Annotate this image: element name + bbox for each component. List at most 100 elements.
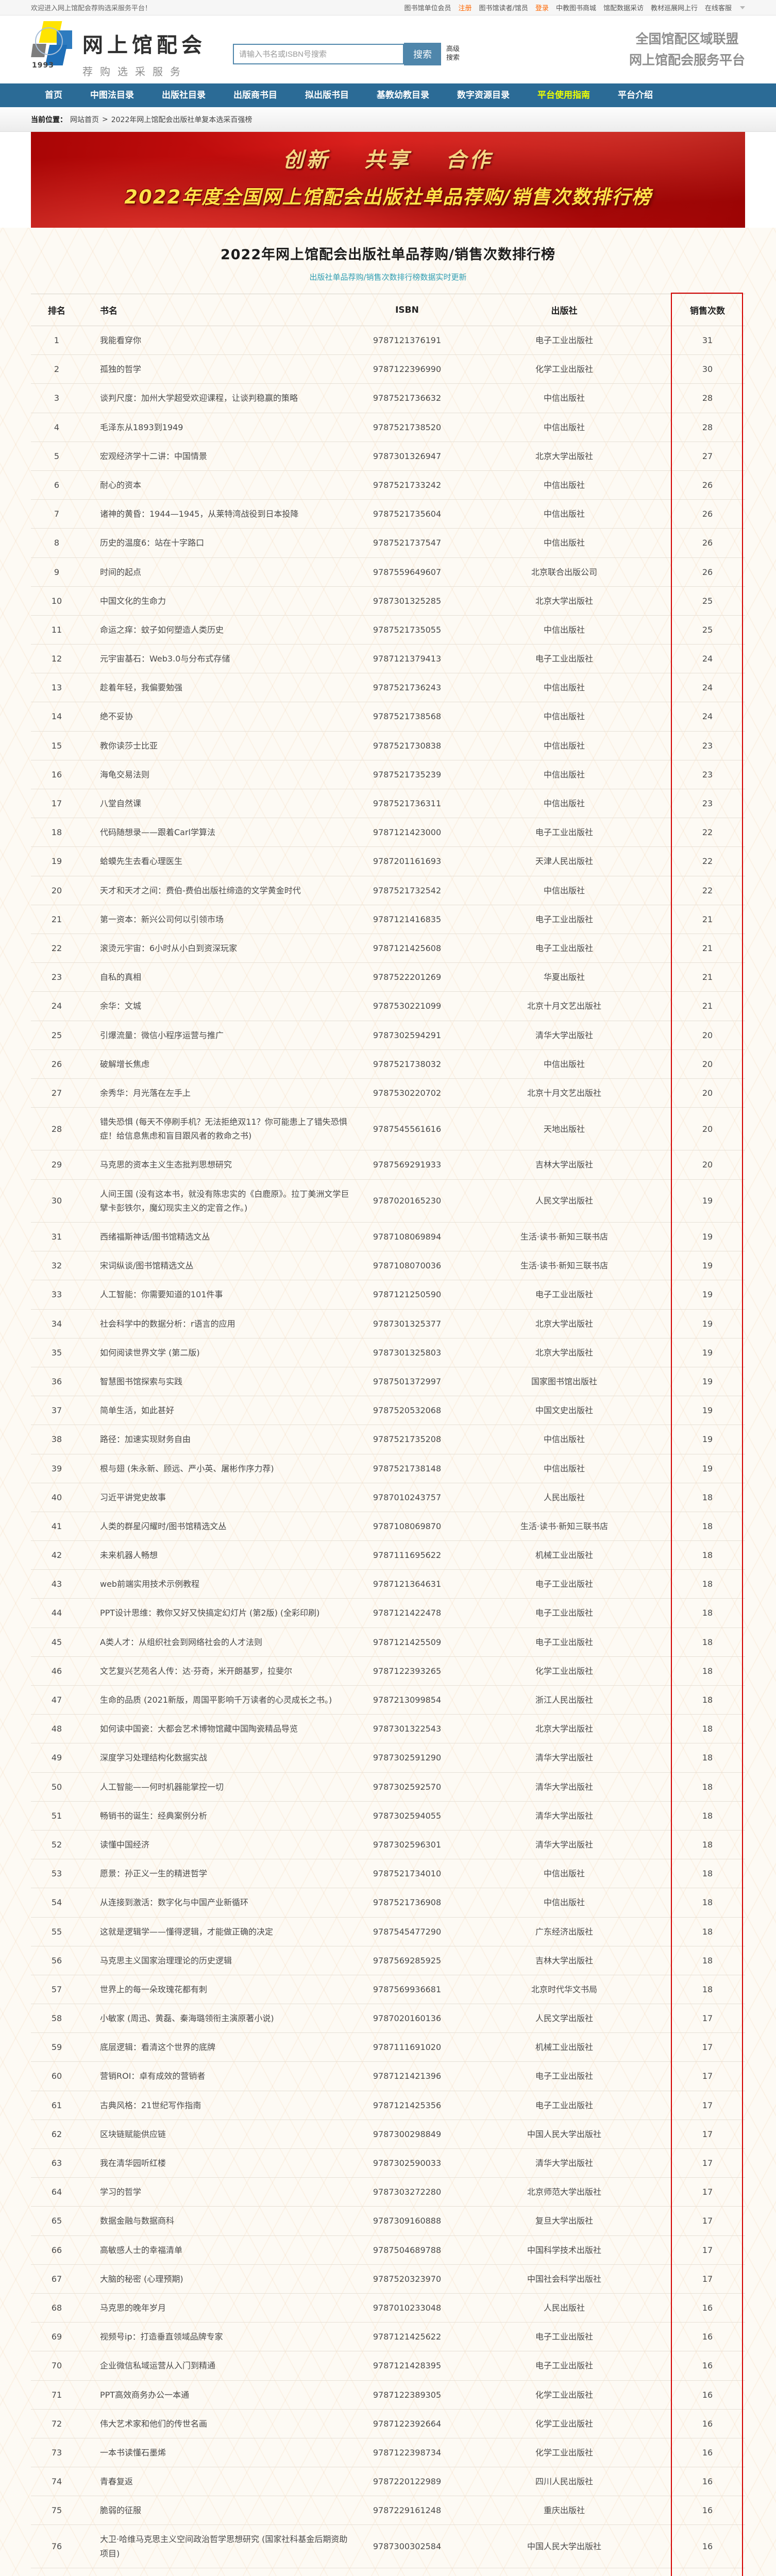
cell-title[interactable]: 大脑的秘密 (心理预期) <box>82 2264 356 2294</box>
cell-title[interactable]: python数据分析与量化投资 <box>82 2568 356 2576</box>
cell-title[interactable]: 人工智能：你需要知道的101件事 <box>82 1280 356 1310</box>
cell-title[interactable]: 代码随想录——跟着Carl学算法 <box>82 818 356 848</box>
cell-title[interactable]: 历史的温度6：站在十字路口 <box>82 528 356 558</box>
nav-item-about[interactable]: 平台介绍 <box>618 90 653 100</box>
cell-title[interactable]: 未来机器人畅想 <box>82 1540 356 1570</box>
cell-title[interactable]: 简单生活，如此甚好 <box>82 1396 356 1426</box>
cell-title[interactable]: 底层逻辑：看清这个世界的底牌 <box>82 2032 356 2062</box>
cell-title[interactable]: 企业微信私域运营从入门到精通 <box>82 2351 356 2381</box>
cell-title[interactable]: 八堂自然课 <box>82 789 356 819</box>
search-input[interactable] <box>233 44 404 64</box>
cell-title[interactable]: 余华：文城 <box>82 991 356 1021</box>
cell-title[interactable]: 青春复返 <box>82 2467 356 2497</box>
cell-title[interactable]: 人类的群星闪耀时/图书馆精选文丛 <box>82 1512 356 1541</box>
cell-title[interactable]: 人工智能——何时机器能掌控一切 <box>82 1772 356 1802</box>
nav-item-publisher-catalog[interactable]: 出版社目录 <box>162 90 206 100</box>
cell-title[interactable]: 区块链赋能供应链 <box>82 2120 356 2149</box>
breadcrumb-home-link[interactable]: 网站首页 <box>70 115 99 124</box>
cell-title[interactable]: 滚烫元宇宙：6小时从小白到资深玩家 <box>82 934 356 963</box>
cell-title[interactable]: 我在清华园听红楼 <box>82 2148 356 2178</box>
cell-title[interactable]: 第一资本：新兴公司何以引领市场 <box>82 905 356 934</box>
nav-item-vendor-books[interactable]: 出版商书目 <box>233 90 277 100</box>
cell-title[interactable]: 趁着年轻，我偏要勉强 <box>82 673 356 703</box>
cell-title[interactable]: 小敏家 (周迅、黄磊、秦海璐领衔主演原著小说) <box>82 2004 356 2033</box>
cell-title[interactable]: 天才和天才之间：费伯-费伯出版社缔造的文学黄金时代 <box>82 876 356 905</box>
cell-title[interactable]: 社会科学中的数据分析：r语言的应用 <box>82 1309 356 1338</box>
cell-title[interactable]: 教你读莎士比亚 <box>82 731 356 760</box>
cell-title[interactable]: PPT设计思维：教你又好又快搞定幻灯片 (第2版) (全彩印刷) <box>82 1598 356 1628</box>
cell-title[interactable]: 学习的哲学 <box>82 2177 356 2207</box>
search-button[interactable]: 搜索 <box>404 43 441 65</box>
cell-title[interactable]: 绝不妥协 <box>82 702 356 732</box>
cell-title[interactable]: 蛤蟆先生去看心理医生 <box>82 846 356 876</box>
cell-title[interactable]: 营销ROI：卓有成效的营销者 <box>82 2061 356 2091</box>
cell-title[interactable]: 脆弱的征服 <box>82 2496 356 2526</box>
cell-rank: 52 <box>31 1830 82 1860</box>
cell-title[interactable]: 命运之痒：蚊子如何塑造人类历史 <box>82 615 356 645</box>
cell-title[interactable]: 中国文化的生命力 <box>82 586 356 616</box>
cell-title[interactable]: 伟大艺术家和他们的传世名画 <box>82 2409 356 2438</box>
cell-title[interactable]: 人间王国 (没有这本书，就没有陈忠实的《白鹿原》。拉丁美洲文学巨擘卡彭铁尔，魔幻… <box>82 1179 356 1223</box>
cell-title[interactable]: 愿景：孙正义一生的精进哲学 <box>82 1859 356 1889</box>
cell-title[interactable]: 高敏感人士的幸福清单 <box>82 2235 356 2265</box>
topbar-link-exhibition[interactable]: 教材巡展网上行 <box>650 5 698 12</box>
cell-title[interactable]: 文艺复兴艺苑名人传：达·芬奇，米开朗基罗，拉斐尔 <box>82 1656 356 1686</box>
cell-title[interactable]: 西绪福斯神话/图书馆精选文丛 <box>82 1222 356 1252</box>
nav-item-education-catalog[interactable]: 基教幼教目录 <box>377 90 429 100</box>
cell-title[interactable]: 生命的品质 (2021新版，周国平影响千万读者的心灵成长之书。) <box>82 1685 356 1715</box>
cell-title[interactable]: 自私的真相 <box>82 962 356 992</box>
cell-title[interactable]: A类人才：从组织社会到网络社会的人才法则 <box>82 1628 356 1657</box>
cell-title[interactable]: 根与翅 (朱永新、顾远、严小英、屠彬作序力荐) <box>82 1454 356 1483</box>
chevron-down-icon[interactable] <box>740 6 745 9</box>
cell-title[interactable]: 马克思主义国家治理理论的历史逻辑 <box>82 1946 356 1975</box>
cell-title[interactable]: web前端实用技术示例教程 <box>82 1569 356 1599</box>
cell-title[interactable]: 智慧图书馆探索与实践 <box>82 1367 356 1397</box>
cell-title[interactable]: 引爆流量：微信小程序运营与推广 <box>82 1021 356 1050</box>
cell-title[interactable]: 古典风格：21世纪写作指南 <box>82 2091 356 2120</box>
cell-title[interactable]: 从连接到激活：数字化与中国产业新循环 <box>82 1888 356 1918</box>
cell-title[interactable]: 一本书读懂石墨烯 <box>82 2438 356 2468</box>
cell-title[interactable]: 毛泽东从1893到1949 <box>82 413 356 442</box>
cell-title[interactable]: 读懂中国经济 <box>82 1830 356 1860</box>
cell-title[interactable]: 大卫·哈维马克思主义空间政治哲学思想研究 (国家社科基金后期资助项目) <box>82 2524 356 2568</box>
cell-title[interactable]: 习近平讲党史故事 <box>82 1483 356 1512</box>
cell-title[interactable]: 马克思的资本主义生态批判思想研究 <box>82 1150 356 1180</box>
cell-title[interactable]: 视频号ip：打造垂直领域品牌专家 <box>82 2322 356 2352</box>
cell-title[interactable]: 错失恐惧 (每天不停刷手机？无法拒绝双11？你可能患上了错失恐惧症！给信息焦虑和… <box>82 1107 356 1151</box>
cell-title[interactable]: 余秀华：月光落在左手上 <box>82 1078 356 1108</box>
cell-title[interactable]: PPT高效商务办公一本通 <box>82 2380 356 2410</box>
cell-publisher: 电子工业出版社 <box>459 644 670 674</box>
cell-title[interactable]: 宋词纵谈/图书馆精选文丛 <box>82 1251 356 1281</box>
cell-title[interactable]: 孤独的哲学 <box>82 354 356 384</box>
register-link[interactable]: 注册 <box>458 5 472 12</box>
advanced-search-link[interactable]: 高级 搜索 <box>446 45 460 62</box>
cell-title[interactable]: 诸神的黄昏：1944—1945，从莱特湾战役到日本投降 <box>82 499 356 529</box>
nav-item-upcoming-books[interactable]: 拟出版书目 <box>305 90 349 100</box>
cell-title[interactable]: 耐心的资本 <box>82 470 356 500</box>
cell-title[interactable]: 路径：加速实现财务自由 <box>82 1425 356 1454</box>
nav-item-digital-catalog[interactable]: 数字资源目录 <box>457 90 510 100</box>
topbar-link-data[interactable]: 馆配数据采访 <box>603 5 644 12</box>
cell-title[interactable]: 我能看穿你 <box>82 326 356 355</box>
cell-title[interactable]: 如何阅读世界文学 (第二版) <box>82 1338 356 1367</box>
cell-title[interactable]: 海龟交易法则 <box>82 760 356 790</box>
site-logo[interactable]: 1993 网上馆配会 荐购选采服务 <box>31 21 206 78</box>
topbar-link-service[interactable]: 在线客服 <box>704 5 732 12</box>
cell-title[interactable]: 这就是逻辑学——懂得逻辑，才能做正确的决定 <box>82 1917 356 1946</box>
topbar-link-bookstore[interactable]: 中教图书商城 <box>555 5 596 12</box>
nav-item-clc-catalog[interactable]: 中图法目录 <box>90 90 134 100</box>
cell-title[interactable]: 时间的起点 <box>82 557 356 587</box>
cell-title[interactable]: 宏观经济学十二讲：中国情景 <box>82 442 356 471</box>
cell-title[interactable]: 畅销书的诞生：经典案例分析 <box>82 1801 356 1831</box>
cell-title[interactable]: 破解增长焦虑 <box>82 1049 356 1079</box>
login-link[interactable]: 登录 <box>535 5 549 12</box>
cell-title[interactable]: 世界上的每一朵玫瑰花都有刺 <box>82 1975 356 2005</box>
nav-item-guide[interactable]: 平台使用指南 <box>537 90 590 100</box>
cell-title[interactable]: 数据金融与数据商科 <box>82 2206 356 2236</box>
nav-item-home[interactable]: 首页 <box>45 90 62 100</box>
cell-title[interactable]: 马克思的晚年岁月 <box>82 2293 356 2323</box>
cell-title[interactable]: 深度学习处理结构化数据实战 <box>82 1743 356 1773</box>
cell-title[interactable]: 谈判尺度：加州大学超受欢迎课程，让谈判稳赢的策略 <box>82 383 356 413</box>
cell-title[interactable]: 元宇宙基石：Web3.0与分布式存储 <box>82 644 356 674</box>
cell-title[interactable]: 如何读中国瓷：大都会艺术博物馆藏中国陶瓷精品导览 <box>82 1714 356 1744</box>
